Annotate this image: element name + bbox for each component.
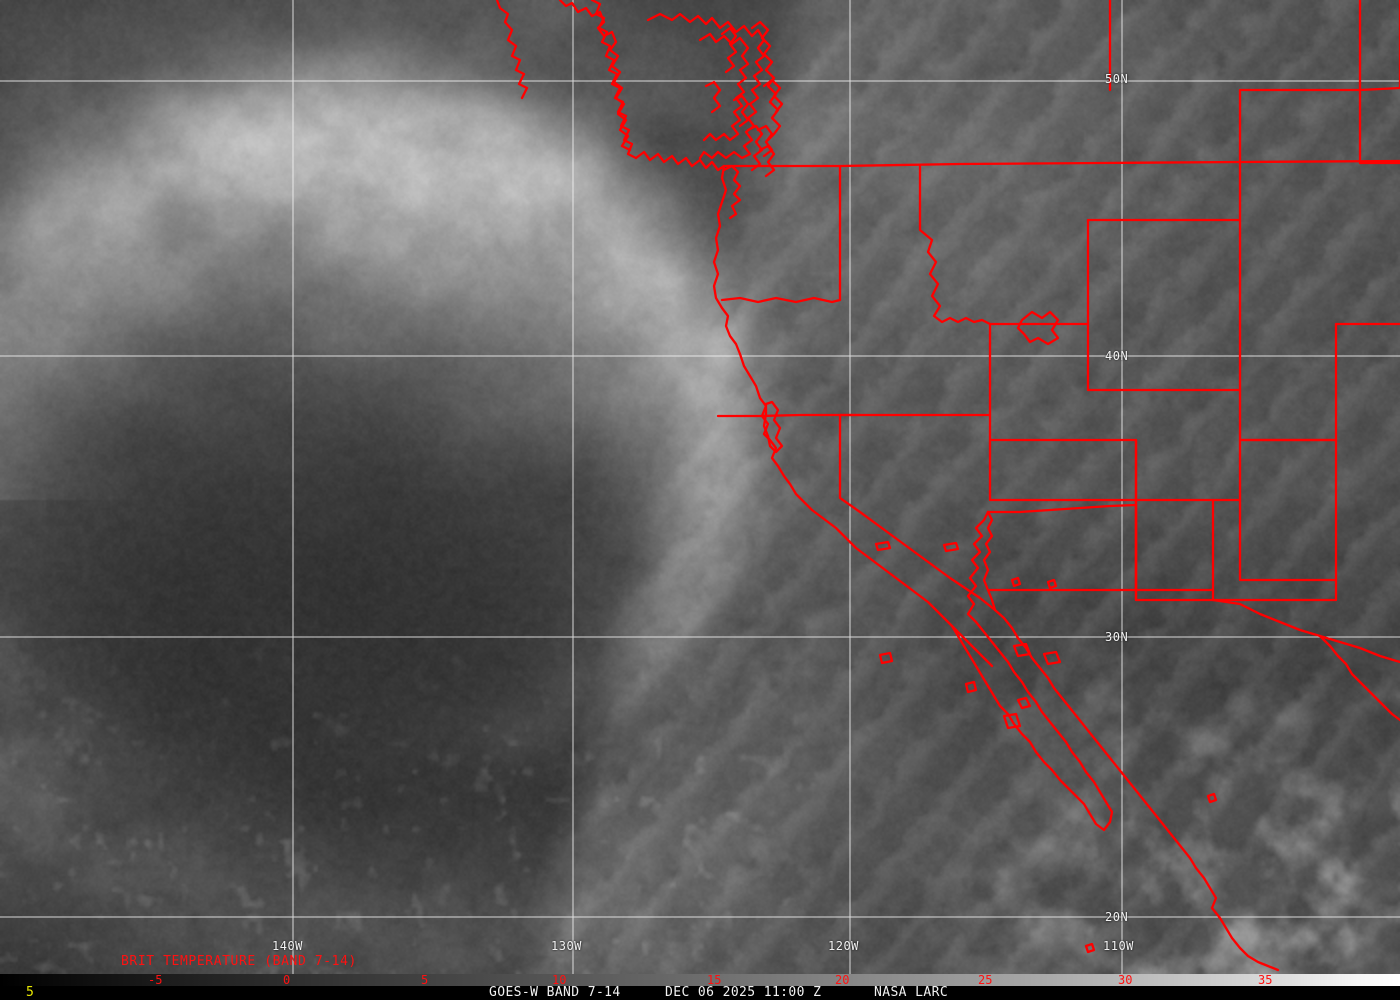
colorbar-tick-35: 35: [1258, 973, 1273, 987]
lat-label-20n: 20N: [1105, 910, 1129, 924]
colorbar-tick-5: 5: [421, 973, 429, 987]
satellite-image-panel: 50N 40N 30N 20N 140W 130W 120W 110W BRIT…: [0, 0, 1400, 974]
colorbar-tick-neg5: -5: [148, 973, 163, 987]
colorbar-tick-0: 0: [283, 973, 291, 987]
colorbar-tick-25: 25: [978, 973, 993, 987]
colorbar-tick-20: 20: [835, 973, 850, 987]
lat-label-30n: 30N: [1105, 630, 1129, 644]
lon-label-140w: 140W: [272, 939, 303, 953]
footer-timestamp: DEC 06 2025 11:00 Z: [665, 985, 822, 1000]
colorbar-tick-10: 10: [552, 973, 567, 987]
colorbar-title: BRIT TEMPERATURE (BAND 7-14): [121, 954, 357, 969]
lat-label-50n: 50N: [1105, 72, 1129, 86]
grayscale-colorbar: [0, 974, 1400, 986]
footer-left-value: 5: [26, 985, 35, 1000]
lon-label-130w: 130W: [551, 939, 582, 953]
colorbar-tick-15: 15: [707, 973, 722, 987]
lon-label-110w: 110W: [1103, 939, 1134, 953]
footer-provider: NASA LARC: [874, 985, 949, 1000]
political-boundaries: [495, 0, 1400, 972]
footer-bar: 5 GOES-W BAND 7-14 DEC 06 2025 11:00 Z N…: [0, 986, 1400, 1000]
latitude-longitude-graticule: [0, 0, 1400, 974]
footer-satellite-label: GOES-W BAND 7-14: [489, 985, 621, 1000]
lat-label-40n: 40N: [1105, 349, 1129, 363]
lon-label-120w: 120W: [828, 939, 859, 953]
colorbar-tick-30: 30: [1118, 973, 1133, 987]
map-vector-overlay: [0, 0, 1400, 974]
